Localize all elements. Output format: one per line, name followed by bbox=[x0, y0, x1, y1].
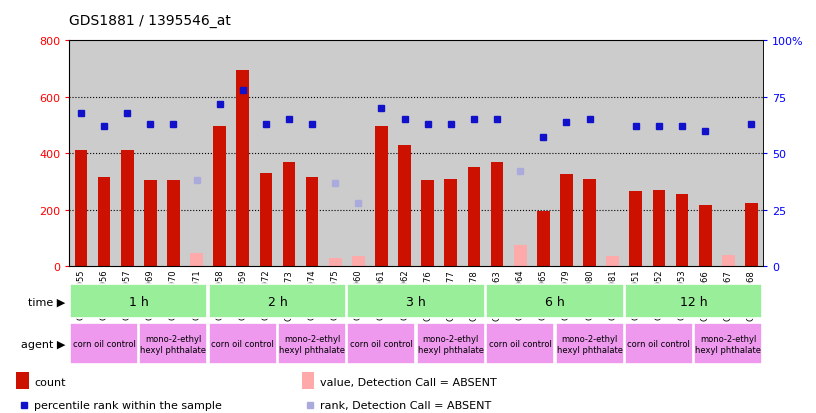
Text: corn oil control: corn oil control bbox=[350, 339, 413, 348]
Bar bbox=[486, 323, 554, 364]
Bar bbox=[421, 180, 434, 266]
Text: time ▶: time ▶ bbox=[28, 297, 65, 306]
Bar bbox=[190, 254, 203, 266]
Bar bbox=[140, 323, 207, 364]
Bar bbox=[625, 285, 762, 318]
Bar bbox=[625, 323, 693, 364]
Text: corn oil control: corn oil control bbox=[211, 339, 274, 348]
Bar bbox=[209, 285, 346, 318]
Bar bbox=[745, 203, 758, 266]
Text: corn oil control: corn oil control bbox=[489, 339, 552, 348]
Bar bbox=[209, 323, 277, 364]
Bar bbox=[213, 127, 226, 266]
Text: value, Detection Call = ABSENT: value, Detection Call = ABSENT bbox=[320, 377, 497, 387]
Bar bbox=[468, 168, 481, 266]
Text: GDS1881 / 1395546_at: GDS1881 / 1395546_at bbox=[69, 14, 231, 28]
Bar bbox=[694, 323, 762, 364]
Text: mono-2-ethyl
hexyl phthalate: mono-2-ethyl hexyl phthalate bbox=[279, 334, 345, 354]
Bar bbox=[144, 180, 157, 266]
Bar bbox=[259, 173, 273, 266]
Bar bbox=[167, 180, 180, 266]
Bar bbox=[329, 258, 342, 266]
Bar bbox=[121, 151, 134, 266]
Text: 1 h: 1 h bbox=[129, 295, 149, 308]
Bar bbox=[676, 195, 689, 266]
Bar bbox=[70, 323, 138, 364]
Bar bbox=[352, 256, 365, 266]
Bar bbox=[722, 255, 734, 266]
Bar bbox=[282, 162, 295, 266]
Bar bbox=[653, 190, 665, 266]
Bar bbox=[417, 323, 485, 364]
Text: mono-2-ethyl
hexyl phthalate: mono-2-ethyl hexyl phthalate bbox=[557, 334, 623, 354]
Bar bbox=[278, 323, 346, 364]
Bar bbox=[348, 323, 415, 364]
Bar bbox=[556, 323, 623, 364]
Bar bbox=[486, 285, 623, 318]
Bar bbox=[560, 175, 573, 266]
Bar bbox=[698, 206, 712, 266]
Text: 12 h: 12 h bbox=[680, 295, 707, 308]
Text: 2 h: 2 h bbox=[268, 295, 287, 308]
Bar bbox=[16, 372, 29, 389]
Bar bbox=[445, 179, 457, 266]
Bar bbox=[306, 178, 318, 266]
Text: mono-2-ethyl
hexyl phthalate: mono-2-ethyl hexyl phthalate bbox=[695, 334, 761, 354]
Text: agent ▶: agent ▶ bbox=[21, 339, 65, 349]
Text: mono-2-ethyl
hexyl phthalate: mono-2-ethyl hexyl phthalate bbox=[418, 334, 484, 354]
Bar bbox=[490, 162, 503, 266]
Text: 3 h: 3 h bbox=[406, 295, 426, 308]
Bar bbox=[514, 245, 526, 266]
Text: corn oil control: corn oil control bbox=[628, 339, 690, 348]
Bar bbox=[74, 151, 87, 266]
Bar bbox=[398, 145, 411, 266]
Text: 6 h: 6 h bbox=[545, 295, 565, 308]
Bar bbox=[583, 179, 596, 266]
Text: rank, Detection Call = ABSENT: rank, Detection Call = ABSENT bbox=[320, 400, 491, 410]
Text: mono-2-ethyl
hexyl phthalate: mono-2-ethyl hexyl phthalate bbox=[140, 334, 206, 354]
Bar bbox=[98, 178, 110, 266]
Bar bbox=[629, 192, 642, 266]
Bar bbox=[606, 256, 619, 266]
Bar bbox=[348, 285, 485, 318]
Text: count: count bbox=[34, 377, 66, 387]
Text: corn oil control: corn oil control bbox=[73, 339, 135, 348]
Bar bbox=[70, 285, 207, 318]
Bar bbox=[302, 372, 314, 389]
Text: percentile rank within the sample: percentile rank within the sample bbox=[34, 400, 222, 410]
Bar bbox=[375, 127, 388, 266]
Bar bbox=[537, 211, 550, 266]
Bar bbox=[237, 71, 249, 266]
